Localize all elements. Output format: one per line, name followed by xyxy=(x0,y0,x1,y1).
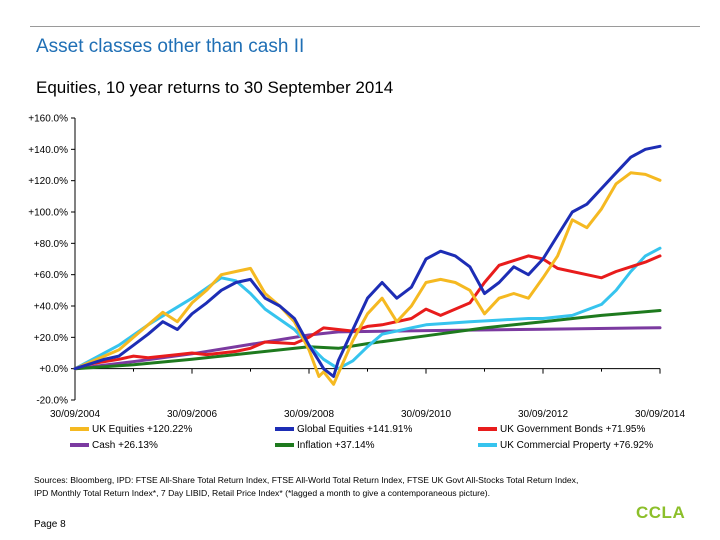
y-tick-label: -20.0% xyxy=(36,396,68,407)
chart-axes: -20.0% +0.0% +20.0% +40.0% +60.0% +80.0% +100.… xyxy=(28,114,685,421)
legend-item-inflation: Inflation +37.14% xyxy=(275,440,375,451)
legend-item-uk-equities: UK Equities +120.22% xyxy=(70,424,192,435)
series-line-3 xyxy=(73,309,662,371)
legend-swatch xyxy=(275,443,294,448)
y-tick-label: +100.0% xyxy=(28,208,68,219)
sources-note: Sources: Bloomberg, IPD: FTSE All-Share … xyxy=(34,474,704,500)
x-tick-label: 30/09/2008 xyxy=(284,409,334,420)
legend-item-cash: Cash +26.13% xyxy=(70,440,158,451)
sources-line-1: Sources: Bloomberg, IPD: FTSE All-Share … xyxy=(34,475,579,485)
line-chart: -20.0% +0.0% +20.0% +40.0% +60.0% +80.0% +100.… xyxy=(28,114,685,421)
series-line-4 xyxy=(73,254,662,371)
x-tick-label: 30/09/2010 xyxy=(401,409,451,420)
chart-legend: UK Equities +120.22% Cash +26.13% Global… xyxy=(0,424,720,456)
slide-title: Asset classes other than cash II xyxy=(36,36,305,57)
y-tick-label: +40.0% xyxy=(34,302,68,313)
legend-item-global-equities: Global Equities +141.91% xyxy=(275,424,412,435)
legend-item-uk-gov-bonds: UK Government Bonds +71.95% xyxy=(478,424,645,435)
legend-label: UK Commercial Property +76.92% xyxy=(500,440,654,451)
series-line-2 xyxy=(73,326,662,371)
top-rule xyxy=(30,26,700,27)
sources-line-2: IPD Monthly Total Return Index*, 7 Day L… xyxy=(34,488,491,498)
chart-title: Equities, 10 year returns to 30 Septembe… xyxy=(36,78,394,97)
legend-item-uk-commercial-property: UK Commercial Property +76.92% xyxy=(478,440,653,451)
legend-label: Inflation +37.14% xyxy=(297,440,375,451)
legend-label: UK Government Bonds +71.95% xyxy=(500,424,646,435)
series-line-5 xyxy=(73,246,662,371)
legend-swatch xyxy=(70,443,89,448)
legend-swatch xyxy=(70,427,89,432)
y-tick-label: +140.0% xyxy=(28,145,68,156)
x-tick-label: 30/09/2014 xyxy=(635,409,685,420)
chart-series xyxy=(73,144,662,386)
y-tick-label: +0.0% xyxy=(39,364,68,375)
y-tick-label: +80.0% xyxy=(34,239,68,250)
legend-label: Cash +26.13% xyxy=(92,440,158,451)
page-number: Page 8 xyxy=(34,519,66,530)
y-tick-label: +20.0% xyxy=(34,333,68,344)
legend-swatch xyxy=(478,427,497,432)
series-line-0 xyxy=(73,171,662,386)
x-tick-label: 30/09/2006 xyxy=(167,409,217,420)
y-tick-label: +120.0% xyxy=(28,176,68,187)
x-tick-label: 30/09/2004 xyxy=(50,409,100,420)
series-line-1 xyxy=(73,144,662,378)
y-tick-label: +60.0% xyxy=(34,270,68,281)
x-tick-label: 30/09/2012 xyxy=(518,409,568,420)
legend-label: Global Equities +141.91% xyxy=(297,424,413,435)
legend-swatch xyxy=(478,443,497,448)
ccla-logo: CCLA xyxy=(636,503,686,522)
y-tick-label: +160.0% xyxy=(28,114,68,125)
legend-swatch xyxy=(275,427,294,432)
legend-label: UK Equities +120.22% xyxy=(92,424,193,435)
